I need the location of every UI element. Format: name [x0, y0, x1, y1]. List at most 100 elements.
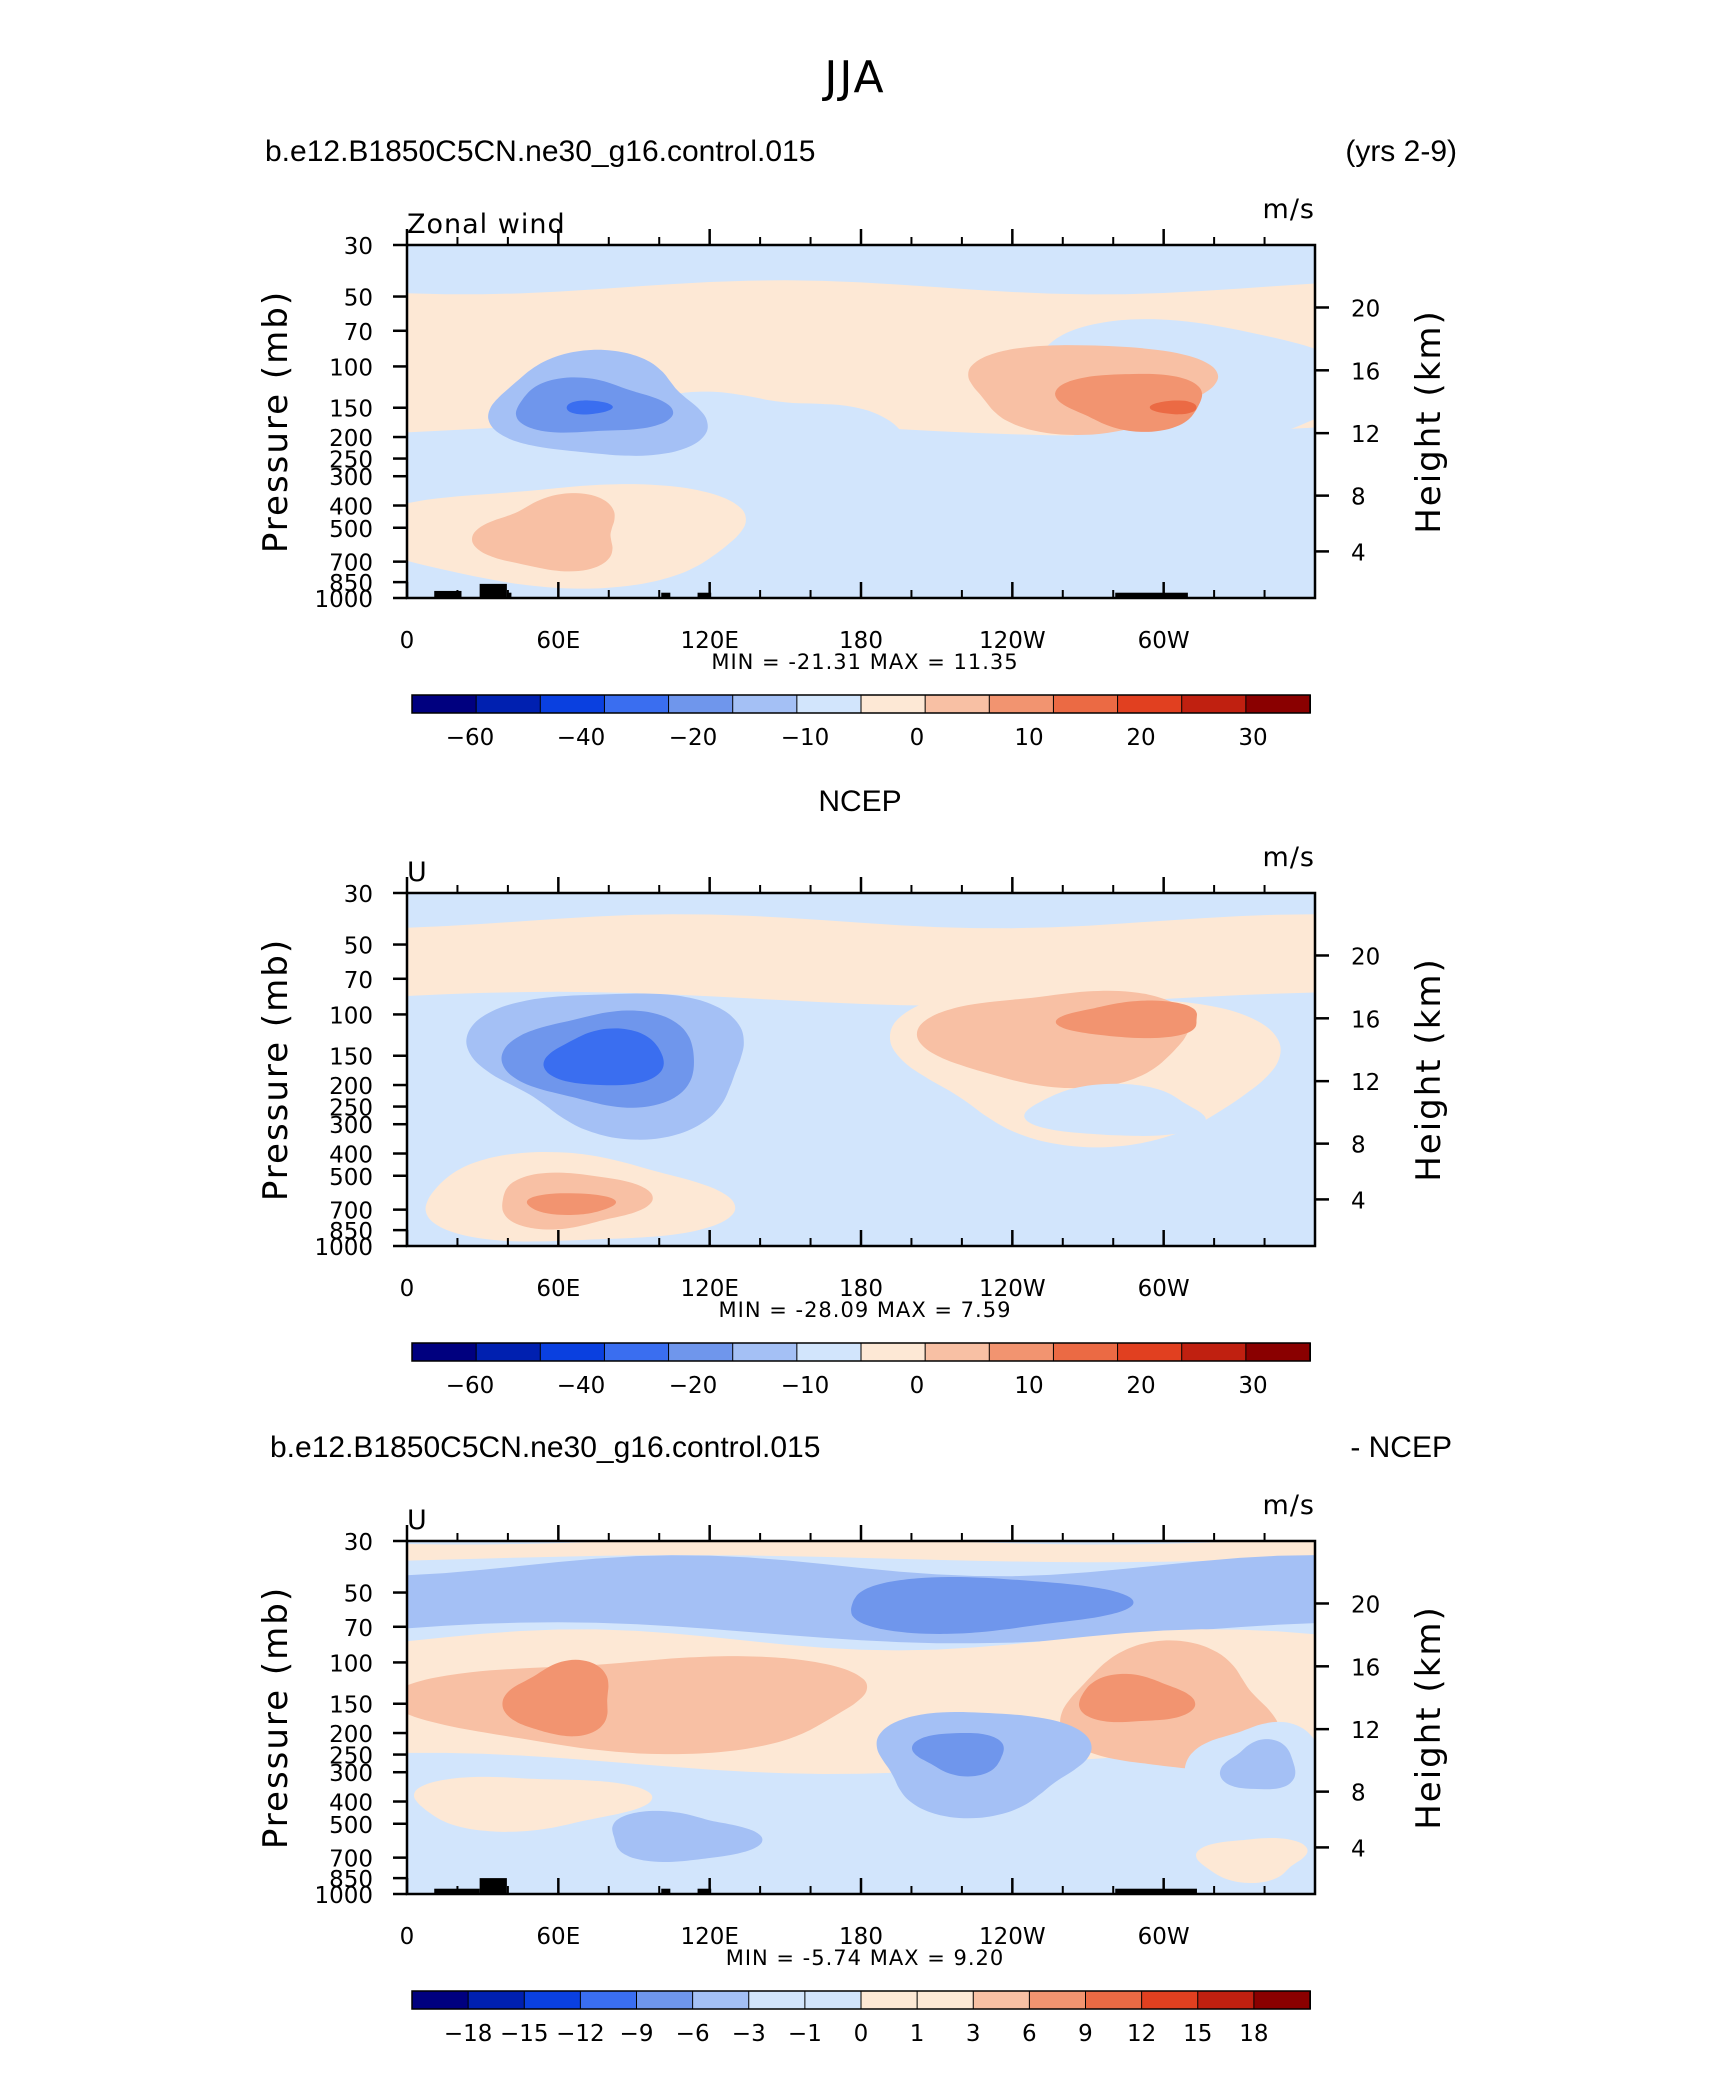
- y-tick-label: 300: [329, 1113, 373, 1139]
- colorbar-box: [1117, 694, 1183, 714]
- y-tick-label: 250: [329, 448, 373, 474]
- land-mask: [661, 1888, 671, 1894]
- y-right-tick-label: 12: [1351, 1718, 1380, 1744]
- contour-fill: [407, 914, 1315, 1006]
- colorbar-label: 20: [1126, 1373, 1155, 1399]
- colorbar-box: [1253, 1990, 1311, 2010]
- colorbar-box: [1245, 1342, 1312, 1362]
- colorbar-label: 15: [1183, 2021, 1212, 2047]
- y-tick-label: 300: [329, 1761, 373, 1787]
- panel1-header-right: (yrs 2-9): [1345, 135, 1457, 168]
- contour-fill: [1024, 1083, 1206, 1136]
- y-tick-label: 850: [329, 1219, 373, 1245]
- x-tick-label: 0: [400, 628, 415, 654]
- x-tick-label: 120E: [680, 1924, 738, 1950]
- y-axis-label: Pressure (mb): [256, 938, 296, 1201]
- y-right-axis-label: Height (km): [1409, 957, 1449, 1182]
- x-tick-label: 60E: [536, 1276, 580, 1302]
- x-tick-label: 120E: [680, 628, 738, 654]
- y-right-tick-label: 20: [1351, 1592, 1380, 1618]
- panel1-header-left: b.e12.B1850C5CN.ne30_g16.control.015: [265, 135, 815, 168]
- colorbar-label: −10: [781, 1373, 830, 1399]
- y-tick-label: 150: [329, 1693, 373, 1719]
- contour-fill: [526, 1193, 617, 1216]
- y-tick-label: 400: [329, 1143, 373, 1169]
- x-tick-label: 60W: [1138, 628, 1190, 654]
- colorbar-label: −20: [669, 1373, 718, 1399]
- land-mask: [479, 1878, 507, 1894]
- colorbar-label: 1: [910, 2021, 925, 2047]
- y-tick-label: 50: [344, 1582, 373, 1608]
- figure-title: JJA: [821, 52, 885, 103]
- colorbar-label: 0: [910, 1373, 925, 1399]
- colorbar-box: [467, 1990, 526, 2010]
- y-tick-label: 100: [329, 355, 373, 381]
- colorbar-box: [475, 1342, 542, 1362]
- colorbar-label: −10: [781, 725, 830, 751]
- colorbar-box: [860, 1342, 927, 1362]
- y-right-tick-label: 8: [1351, 1781, 1366, 1807]
- y-tick-label: 250: [329, 1096, 373, 1122]
- colorbar-box: [988, 694, 1055, 714]
- contour-field: [407, 893, 1315, 1246]
- colorbar-box: [1181, 1342, 1247, 1362]
- colorbar-label: −60: [446, 1373, 495, 1399]
- panel3-header-right: - NCEP: [1350, 1431, 1452, 1464]
- colorbar-box: [539, 694, 606, 714]
- min-max-label: MIN = -5.74 MAX = 9.20: [726, 1946, 1005, 1970]
- colorbar-label: 18: [1239, 2021, 1268, 2047]
- colorbar-box: [475, 694, 542, 714]
- colorbar-label: 3: [966, 2021, 981, 2047]
- x-tick-label: 120W: [979, 1924, 1046, 1950]
- y-tick-label: 70: [344, 968, 373, 994]
- land-mask: [506, 592, 512, 598]
- colorbar-label: 9: [1078, 2021, 1093, 2047]
- y-tick-label: 700: [329, 1847, 373, 1873]
- units-label: m/s: [1263, 1490, 1315, 1521]
- colorbar-box: [804, 1990, 862, 2010]
- colorbar-label: 30: [1238, 1373, 1267, 1399]
- x-tick-label: 60E: [536, 628, 580, 654]
- land-mask: [434, 590, 462, 598]
- contour-fill: [1149, 400, 1197, 415]
- contour-fill: [413, 1776, 653, 1832]
- y-right-tick-label: 16: [1351, 359, 1380, 385]
- colorbar-box: [916, 1990, 975, 2010]
- colorbar-label: 10: [1014, 725, 1043, 751]
- colorbar-label: −20: [669, 725, 718, 751]
- colorbar-label: 10: [1014, 1373, 1043, 1399]
- colorbar-frame: [411, 1342, 1311, 1362]
- x-tick-label: 0: [400, 1276, 415, 1302]
- colorbar-box: [988, 1342, 1055, 1362]
- y-tick-label: 500: [329, 517, 373, 543]
- colorbar-box: [732, 694, 798, 714]
- colorbar-label: 0: [910, 725, 925, 751]
- units-label: m/s: [1263, 842, 1315, 873]
- colorbar-label: 0: [854, 2021, 869, 2047]
- y-tick-label: 1000: [314, 1235, 373, 1261]
- colorbar-label: 6: [1022, 2021, 1037, 2047]
- x-tick-label: 180: [839, 628, 883, 654]
- plot-title: Zonal wind: [407, 209, 566, 240]
- y-tick-label: 30: [344, 234, 373, 260]
- y-right-tick-label: 8: [1351, 1133, 1366, 1159]
- x-tick-label: 180: [839, 1924, 883, 1950]
- contour-fill: [566, 400, 613, 415]
- y-right-tick-label: 20: [1351, 296, 1380, 322]
- y-tick-label: 200: [329, 426, 373, 452]
- colorbar-label: −40: [557, 725, 606, 751]
- units-label: m/s: [1263, 194, 1315, 225]
- colorbar-box: [1085, 1990, 1143, 2010]
- y-tick-label: 30: [344, 882, 373, 908]
- colorbar-box: [411, 1990, 470, 2010]
- y-tick-label: 70: [344, 320, 373, 346]
- y-tick-label: 700: [329, 1199, 373, 1225]
- colorbar-box: [603, 694, 670, 714]
- colorbar-label: −9: [620, 2021, 654, 2047]
- min-max-label: MIN = -21.31 MAX = 11.35: [711, 650, 1018, 674]
- colorbar-box: [668, 1342, 734, 1362]
- colorbar-label: −60: [446, 725, 495, 751]
- y-tick-label: 1000: [314, 587, 373, 613]
